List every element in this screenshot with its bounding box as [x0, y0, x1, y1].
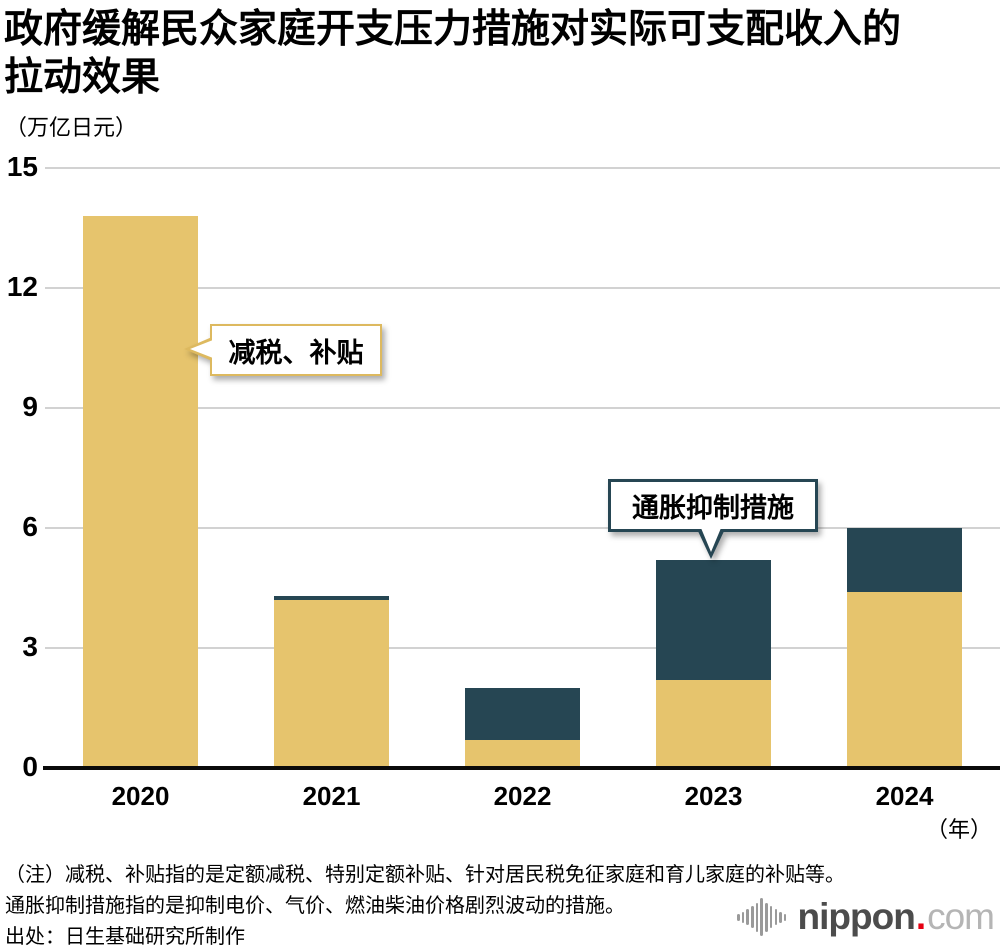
logo-wordmark: nippon [797, 896, 916, 937]
y-tick-label-3: 3 [22, 631, 38, 662]
logo-tld: com [927, 896, 995, 937]
footnotes: （注）减税、补贴指的是定额减税、特别定额补贴、针对居民税免征家庭和育儿家庭的补贴… [5, 860, 845, 952]
plot-area [45, 167, 1000, 768]
bar-segment-2020-series0 [83, 216, 198, 768]
x-tick-label-2024: 2024 [875, 781, 934, 811]
bar-segment-2022-series0 [465, 740, 580, 768]
callout-inflation-tail-fill [701, 528, 721, 552]
audio-wave-bar [765, 902, 768, 932]
callout-subsidy-tail-fill [190, 340, 213, 358]
y-tick-label-6: 6 [22, 511, 38, 542]
y-tick-label-0: 0 [22, 751, 38, 782]
audio-wave-bar [741, 911, 745, 923]
gridline-9 [45, 407, 1000, 409]
x-tick-label-2022: 2022 [493, 781, 552, 811]
audio-wave-bar [783, 913, 787, 921]
bar-segment-2022-series1 [465, 688, 580, 740]
callout-subsidy-label: 减税、补贴 [228, 337, 364, 368]
bar-segment-2024-series0 [847, 592, 962, 768]
gridline-12 [45, 287, 1000, 289]
bar-segment-2024-series1 [847, 528, 962, 592]
callout-inflation-label: 通胀抑制措施 [632, 493, 794, 523]
audio-wave-icon [736, 898, 788, 936]
callout-inflation: 通胀抑制措施 [608, 479, 818, 559]
bar-segment-2021-series0 [274, 600, 389, 768]
gridline-3 [45, 647, 1000, 649]
bar-segment-2021-series1 [274, 596, 389, 600]
nippon-com-logo: nippon . com [736, 896, 995, 938]
gridline-6 [45, 527, 1000, 529]
audio-wave-bar [755, 902, 759, 932]
callout-subsidy: 减税、补贴 [184, 324, 382, 376]
y-tick-label-12: 12 [6, 271, 38, 302]
chart-title: 政府缓解民众家庭开支压力措施对实际可支配收入的 拉动效果 [4, 6, 964, 102]
audio-wave-bar [760, 898, 763, 936]
chart-title-line2: 拉动效果 [4, 56, 161, 99]
footnote-1: （注）减税、补贴指的是定额减税、特别定额补贴、针对居民税免征家庭和育儿家庭的补贴… [5, 864, 845, 886]
x-axis-line [43, 766, 1000, 770]
logo-red-dot: . [915, 896, 927, 937]
gridline-15 [45, 167, 1000, 169]
x-tick-label-2023: 2023 [684, 781, 743, 811]
footnote-2: 通胀抑制措施指的是抑制电价、气价、燃油柴油价格剧烈波动的措施。 [5, 895, 625, 917]
audio-wave-bar [737, 913, 740, 921]
chart-title-line1: 政府缓解民众家庭开支压力措施对实际可支配收入的 [4, 8, 902, 51]
callout-subsidy-box: 减税、补贴 [184, 324, 382, 376]
y-axis-unit-label: （万亿日元） [5, 115, 138, 140]
y-tick-label-9: 9 [22, 391, 38, 422]
audio-wave-bar [751, 906, 754, 928]
audio-wave-bar [774, 909, 778, 925]
bar-segment-2023-series0 [656, 680, 771, 768]
audio-wave-bar [746, 909, 749, 925]
audio-wave-bar [769, 906, 773, 928]
x-tick-label-2020: 2020 [111, 781, 170, 811]
audio-wave-bar [779, 911, 782, 923]
y-tick-label-15: 15 [6, 151, 38, 182]
callout-inflation-box: 通胀抑制措施 [608, 479, 818, 559]
x-axis-unit-label: （年） [925, 817, 992, 842]
x-tick-label-2021: 2021 [302, 781, 361, 811]
bar-segment-2023-series1 [656, 560, 771, 680]
source-credit: 出处：日生基础研究所制作 [5, 926, 245, 948]
